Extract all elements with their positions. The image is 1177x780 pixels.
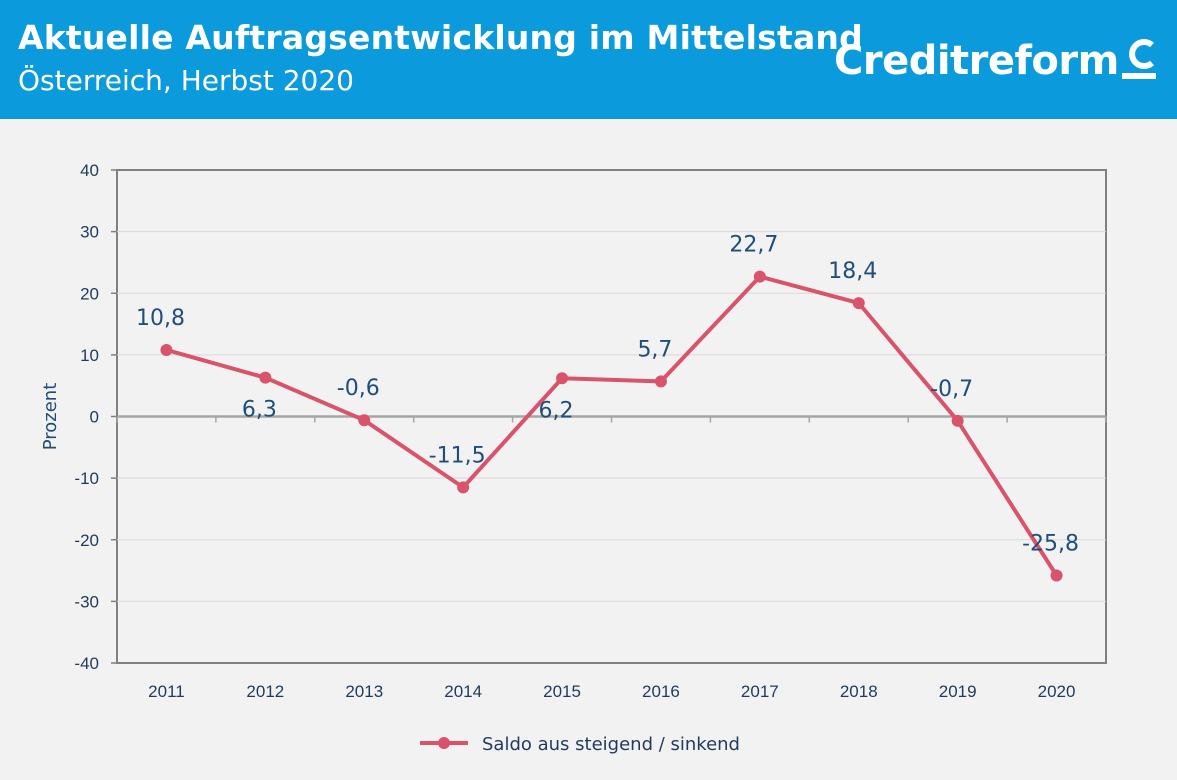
y-tick-label: 0	[90, 408, 99, 427]
legend-label: Saldo aus steigend / sinkend	[482, 734, 740, 755]
data-point	[358, 414, 371, 427]
x-tick-label: 2019	[939, 682, 977, 701]
y-tick-label: -10	[74, 469, 99, 488]
data-point	[753, 270, 766, 283]
legend: Saldo aus steigend / sinkend	[420, 734, 740, 755]
data-point	[457, 481, 470, 494]
data-label: 6,2	[539, 398, 574, 423]
x-tick-label: 2016	[642, 682, 680, 701]
creditreform-c-logo-icon	[1122, 39, 1156, 79]
header-banner: Aktuelle Auftragsentwicklung im Mittelst…	[0, 0, 1177, 119]
x-tick-label: 2013	[345, 682, 383, 701]
creditreform-logo: Creditreform	[834, 38, 1119, 84]
data-point	[654, 375, 667, 388]
page-subtitle: Österreich, Herbst 2020	[18, 64, 354, 97]
data-label: -11,5	[429, 443, 486, 468]
data-label: 10,8	[136, 306, 185, 331]
data-label: -25,8	[1022, 531, 1079, 556]
x-tick-label: 2015	[543, 682, 581, 701]
data-label: 6,3	[242, 398, 277, 423]
y-tick-label: -20	[74, 531, 99, 550]
data-point	[852, 297, 865, 310]
y-tick-label: 10	[80, 346, 99, 365]
x-tick-label: 2012	[246, 682, 284, 701]
series-line	[165, 274, 1059, 577]
data-point	[556, 372, 569, 385]
x-tick-label: 2020	[1038, 682, 1076, 701]
data-point	[160, 343, 173, 356]
y-axis-label: Prozent	[40, 383, 61, 451]
data-point	[259, 371, 272, 384]
y-tick-label: 40	[80, 161, 99, 180]
data-points	[160, 270, 1063, 582]
x-axis-ticks: 2011 2012 2013 2014 2015 2016 2017 2018 2019 2020	[148, 682, 1075, 701]
data-label: -0,6	[337, 376, 380, 401]
data-label: 5,7	[637, 337, 672, 362]
page-title: Aktuelle Auftragsentwicklung im Mittelst…	[18, 18, 863, 57]
y-axis-ticks: 40 30 20 10 0 -10 -20 -30 -40	[74, 161, 117, 673]
x-tick-label: 2017	[741, 682, 779, 701]
x-tick-label: 2018	[840, 682, 878, 701]
data-point	[1050, 569, 1063, 582]
data-point	[951, 414, 964, 427]
data-label: 18,4	[828, 259, 877, 284]
x-tick-label: 2014	[444, 682, 482, 701]
y-tick-label: -30	[74, 592, 99, 611]
data-labels: 10,8 6,3 -0,6 -11,5 6,2 5,7 22,7 18,4 -0,7 -25,8	[136, 233, 1079, 557]
x-tick-label: 2011	[148, 682, 185, 701]
data-label: -0,7	[930, 377, 973, 402]
grid-lines	[116, 231, 1107, 602]
y-tick-label: 30	[80, 223, 99, 242]
y-tick-label: -40	[74, 654, 99, 673]
y-tick-label: 20	[80, 284, 99, 303]
legend-marker-icon	[438, 737, 450, 749]
data-label: 22,7	[729, 233, 778, 258]
